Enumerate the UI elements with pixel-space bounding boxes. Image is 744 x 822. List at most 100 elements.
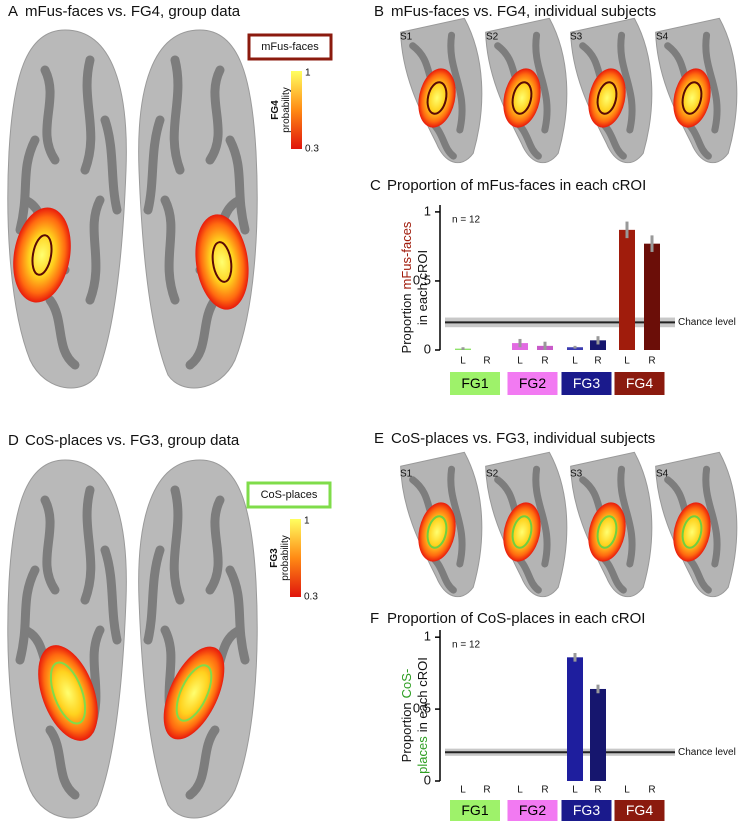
sulcus: [15, 565, 40, 665]
subject-label: S2: [486, 32, 499, 43]
probability-map: [418, 68, 456, 128]
brain-hemisphere: [7, 459, 127, 819]
roi-contour: [681, 515, 703, 549]
x-tick-label: R: [541, 785, 548, 796]
brain-hemisphere: [138, 29, 258, 389]
x-tick-label: R: [541, 356, 548, 367]
sulcus: [205, 495, 225, 595]
colorbar-label: probability: [280, 535, 291, 581]
y-axis-label-part: in each cROI: [415, 657, 430, 732]
x-tick-label: R: [594, 356, 601, 367]
roi-contour: [211, 241, 233, 283]
probability-map: [503, 68, 541, 128]
brain-hemisphere: [7, 29, 127, 389]
sulcus: [85, 195, 105, 305]
subject-label: S4: [656, 469, 669, 480]
panel-letter: E: [374, 430, 384, 447]
y-axis-label: Proportion CoS-: [399, 669, 414, 763]
sulcus: [80, 485, 96, 605]
group-label: FG1: [461, 802, 488, 818]
group-label: FG4: [626, 802, 653, 818]
sulcus: [160, 195, 180, 305]
x-tick-label: L: [460, 785, 466, 796]
roi-contour: [426, 81, 448, 115]
x-tick-label: R: [648, 356, 655, 367]
group-label: FG2: [519, 375, 546, 391]
y-axis-label: places in each cROI: [415, 657, 430, 774]
panel-title: mFus-faces vs. FG4, individual subjects: [391, 3, 656, 20]
cortex-surface: [7, 459, 127, 819]
y-axis-label-part: mFus-faces: [399, 221, 414, 289]
roi-contour: [511, 515, 533, 549]
roi-contour: [596, 515, 618, 549]
sulcus: [143, 545, 165, 645]
bar: [567, 657, 583, 781]
group-label-box: [450, 372, 500, 395]
bar: [619, 229, 635, 350]
sulcus: [40, 65, 60, 165]
roi-contour: [596, 81, 618, 115]
y-axis-label-part: Proportion: [399, 702, 414, 762]
group-label-box: [450, 800, 500, 821]
sulcus: [447, 31, 466, 134]
group-label-box: [507, 800, 558, 821]
roi-contour: [175, 664, 213, 722]
group-label-box: [507, 372, 558, 395]
roi-contour: [511, 81, 533, 115]
roi-contour: [31, 234, 53, 276]
x-tick-label: R: [594, 785, 601, 796]
panel-title: mFus-faces vs. FG4, group data: [25, 3, 241, 20]
colorbar-title: FG3probability: [269, 535, 291, 581]
y-axis-label-part: places: [415, 736, 430, 774]
y-tick-label: 0: [424, 772, 431, 787]
y-tick-label: 0: [424, 341, 431, 356]
sulcus: [45, 725, 80, 800]
sulcus: [617, 31, 636, 134]
sulcus: [185, 295, 220, 370]
sulcus: [225, 565, 250, 665]
bar: [590, 340, 606, 350]
colorbar-max: 1: [304, 516, 310, 527]
y-axis-label-part: Proportion: [399, 293, 414, 353]
subject-label: S2: [486, 469, 499, 480]
chance-label: Chance level: [678, 317, 736, 328]
group-label: FG4: [626, 375, 653, 391]
sulcus: [100, 115, 122, 215]
subject-label: S3: [570, 32, 583, 43]
probability-map: [588, 68, 626, 128]
colorbar-max: 1: [305, 68, 311, 79]
brain-hemisphere: [138, 459, 258, 819]
chart-title: Proportion of CoS-places in each cROI: [387, 610, 645, 627]
sulcus: [15, 135, 40, 235]
group-label: FG2: [519, 802, 546, 818]
sulcus: [100, 545, 122, 645]
y-axis-label-part: in each cROI: [415, 250, 430, 325]
annotation: n = 12: [452, 640, 481, 651]
sulcus: [169, 55, 185, 175]
y-axis-label: in each cROI: [415, 250, 430, 325]
roi-legend-box: [247, 33, 333, 61]
probability-map: [673, 502, 711, 562]
group-label-box: [614, 372, 665, 395]
group-label: FG3: [573, 802, 600, 818]
sulcus: [617, 465, 636, 568]
x-tick-label: L: [572, 785, 578, 796]
y-tick-label: 1: [424, 629, 431, 644]
colorbar-name: FG4: [270, 100, 281, 120]
roi-contour: [681, 81, 703, 115]
panel-letter: A: [8, 3, 18, 20]
sulcus: [532, 465, 551, 568]
sulcus: [80, 55, 96, 175]
sulcus: [447, 465, 466, 568]
y-tick-label: 0.5: [413, 272, 431, 287]
colorbar: [291, 71, 302, 149]
y-tick-label: 1: [424, 203, 431, 218]
x-tick-label: L: [572, 356, 578, 367]
panel-title: CoS-places vs. FG3, individual subjects: [391, 430, 655, 447]
panel-letter: C: [370, 177, 381, 194]
x-tick-label: L: [517, 785, 523, 796]
sulcus: [143, 115, 165, 215]
x-tick-label: L: [460, 356, 466, 367]
